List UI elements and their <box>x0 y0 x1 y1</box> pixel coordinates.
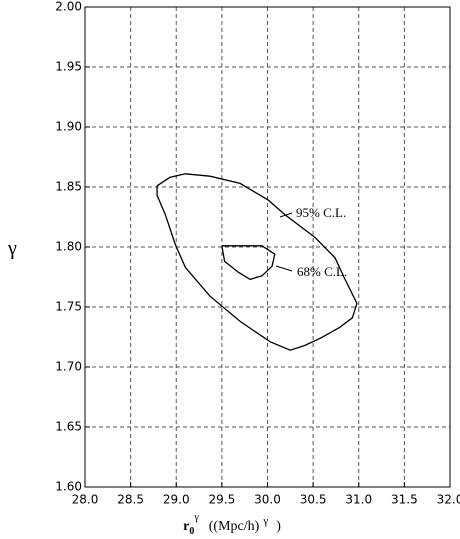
plot-frame <box>84 6 451 488</box>
y-tick-label: 1.70 <box>55 360 82 374</box>
y-tick-label: 1.85 <box>55 180 82 194</box>
x-tick-label: 30.5 <box>300 493 327 507</box>
y-tick-label: 1.95 <box>55 60 82 74</box>
x-tick-label: 29.5 <box>209 493 236 507</box>
x-tick-label: 31.5 <box>391 493 418 507</box>
contour-line <box>156 173 358 351</box>
contour-label: 95% C.L. <box>296 205 346 220</box>
x-tick-label: 31.0 <box>345 493 372 507</box>
y-tick-label: 1.90 <box>55 120 82 134</box>
leader-line <box>279 212 293 218</box>
y-tick-label: 1.65 <box>55 420 82 434</box>
contour-label: 68% C.L. <box>297 264 347 279</box>
x-label-sub: 0 <box>189 526 194 537</box>
x-label-unit: ((Mpc/h) <box>209 519 260 534</box>
x-label-base: r <box>183 519 189 534</box>
y-tick-label: 1.80 <box>55 240 82 254</box>
x-tick-label: 30.0 <box>254 493 281 507</box>
x-label-close: ) <box>276 519 281 534</box>
x-tick-label: 28.5 <box>117 493 144 507</box>
y-tick-label: 1.75 <box>55 300 82 314</box>
x-label-sup: γ <box>193 512 199 523</box>
x-tick-label: 28.0 <box>72 493 99 507</box>
contour-line <box>221 245 276 281</box>
y-tick-label: 2.00 <box>55 0 82 14</box>
x-tick-label: 32.0 <box>437 493 460 507</box>
x-label-unit-sup: γ <box>262 515 268 527</box>
y-tick-label: 1.60 <box>55 480 82 494</box>
x-axis-label: r0γ((Mpc/h) γ) <box>183 512 281 537</box>
x-tick-label: 29.0 <box>163 493 190 507</box>
leader-line <box>275 265 293 272</box>
y-axis-label: γ <box>7 238 17 260</box>
